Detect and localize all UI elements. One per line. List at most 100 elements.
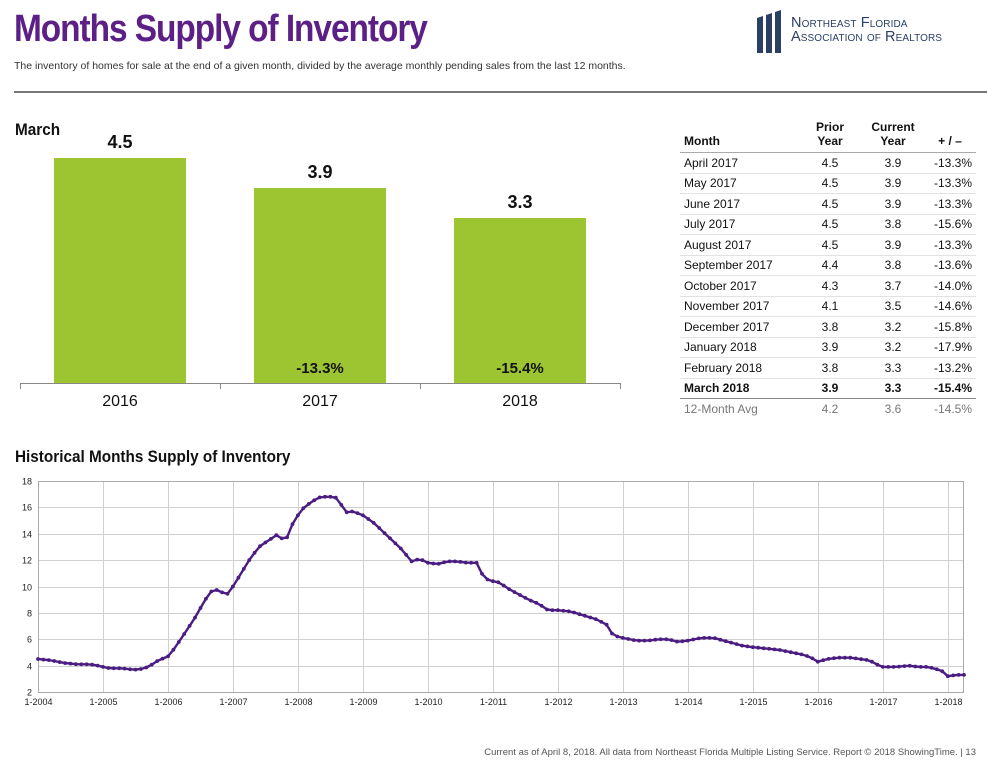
logo-line-2: Association of Realtors [791,29,943,45]
inventory-point [176,640,181,644]
inventory-point [160,656,165,661]
inventory-point [880,665,885,669]
inventory-point [328,494,333,499]
inventory-point [420,558,425,563]
cell-month: 12-Month Avg [684,401,758,416]
inventory-point [41,657,46,662]
inventory-point [187,624,192,628]
inventory-point [46,658,51,662]
inventory-point [182,632,187,636]
table-row: June 2017 4.5 3.9 -13.3% [680,193,976,215]
bar-change-label: -15.4% [496,360,544,377]
inventory-point [501,583,506,588]
inventory-point [620,636,625,640]
cell-prior-year: 3.8 [802,357,858,379]
inventory-point [691,637,696,642]
inventory-point [463,560,468,565]
x-tick-label: 1-2013 [609,697,637,707]
table-row: March 2018 3.9 3.3 -15.4% [680,378,976,399]
inventory-point [685,638,690,643]
table-row: May 2017 4.5 3.9 -13.3% [680,173,976,194]
inventory-point [431,561,436,566]
march-bar-chart: 4.5 2016 3.9 -13.3% 2017 3.3 -15.4% 2018 [20,132,621,410]
association-logo: Northeast Florida Association of Realtor… [755,10,980,55]
inventory-point [826,657,831,661]
x-tick-label: 1-2007 [219,697,247,707]
inventory-point [664,637,669,642]
inventory-point [111,666,116,671]
inventory-point [480,571,484,576]
inventory-point [588,615,593,620]
inventory-point [902,664,907,668]
cell-prior-year: 3.9 [802,337,858,358]
inventory-point [90,662,95,667]
cell-current-year: 3.7 [858,275,928,297]
inventory-point [204,596,208,601]
x-tick-label: 1-2011 [480,697,507,707]
inventory-point [285,535,289,540]
cell-prior-year: 4.5 [802,152,858,174]
x-tick-label: 1-2006 [154,697,182,707]
inventory-point [772,647,777,652]
cell-month: May 2017 [680,173,802,194]
inventory-point [382,531,387,536]
y-tick-label: 6 [27,635,32,645]
header-month: Month [680,118,802,153]
cell-current-year: 3.5 [858,296,928,317]
table-row: November 2017 4.1 3.5 -14.6% [680,296,976,317]
y-tick-label: 12 [22,556,32,566]
inventory-point [707,636,712,640]
cell-change: -13.3% [928,173,976,194]
cell-prior-year: 4.3 [802,275,858,297]
footer-note: Current as of April 8, 2018. All data fr… [484,747,976,758]
inventory-point [940,669,945,674]
inventory-point [853,656,858,661]
logo-text: Northeast Florida Association of Realtor… [791,16,943,45]
inventory-point [783,649,788,653]
x-tick-label: 1-2016 [804,697,832,707]
inventory-point [566,609,571,614]
inventory-point [442,560,446,565]
inventory-point [935,667,939,672]
cell-change: -15.6% [928,214,976,235]
cell-month: March 2018 [680,378,802,399]
inventory-point [545,607,549,612]
x-tick-label: 1-2018 [934,697,962,707]
bar-category-label: 2018 [502,393,538,410]
cell-month: December 2017 [680,316,802,338]
cell-current-year: 3.9 [858,152,928,174]
inventory-point [68,661,73,666]
inventory-point [323,494,327,499]
inventory-point [507,587,511,591]
inventory-point [491,579,495,584]
table-row: July 2017 4.5 3.8 -15.6% [680,214,976,235]
table-avg-row: 12-Month Avg 4.2 3.6 -14.5% [680,399,976,419]
cell-change: -13.6% [928,255,976,276]
inventory-point [241,567,246,571]
inventory-point [155,659,160,663]
inventory-point [794,651,798,656]
history-section-label: Historical Months Supply of Inventory [15,447,291,466]
cell-current-year: 3.9 [858,193,928,215]
inventory-point [593,617,598,621]
inventory-point [355,511,360,515]
bar-category-label: 2016 [102,393,138,410]
inventory-point [393,541,398,546]
cell-current-year: 3.8 [858,255,928,276]
inventory-point [886,665,891,669]
bar-value-label: 3.3 [507,192,532,212]
cell-month: November 2017 [680,296,802,317]
bar-value-label: 4.5 [107,132,132,152]
inventory-point [339,503,344,507]
inventory-point [891,665,896,669]
header-current-year: Current Year [858,118,928,153]
inventory-point [171,647,176,652]
inventory-point [702,636,706,640]
inventory-point [133,667,138,672]
inventory-point [122,666,127,671]
inventory-point [848,655,853,660]
inventory-points [36,494,966,679]
inventory-point [231,584,235,589]
inventory-point [258,544,262,549]
inventory-point [57,660,62,664]
